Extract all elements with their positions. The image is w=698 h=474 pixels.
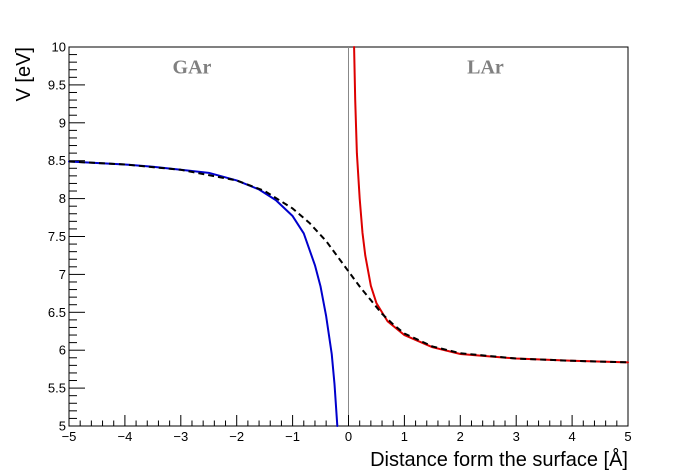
x-tick-label: −5 [62,429,77,444]
y-tick-label: 5.5 [48,381,66,396]
x-tick-label: −4 [117,429,132,444]
x-tick-label: 5 [624,429,631,444]
y-tick-label: 7 [59,267,66,282]
region-label-lar: LAr [467,57,504,79]
x-tick-label: −1 [285,429,300,444]
y-axis-title: V [eV] [13,47,35,101]
x-tick-label: −3 [173,429,188,444]
series-lar-potential [353,46,629,364]
y-tick-label: 9.5 [48,77,66,92]
y-tick-label: 6 [59,343,66,358]
region-label-gar: GAr [173,57,212,79]
x-tick-label: 2 [457,429,464,444]
y-tick-label: 6.5 [48,305,66,320]
x-tick-label: 4 [568,429,575,444]
x-tick-label: −2 [229,429,244,444]
x-tick-label: 0 [345,429,352,444]
y-tick-label: 8 [59,191,66,206]
y-tick-label: 7.5 [48,229,66,244]
series-gar-potential [68,160,339,427]
y-tick-label: 5 [59,419,66,434]
y-tick-label: 10 [52,40,66,55]
series-interpolation [68,160,629,364]
x-axis-title: Distance form the surface [Å] [370,448,628,471]
x-tick-label: 1 [401,429,408,444]
y-tick-label: 8.5 [48,153,66,168]
y-tick-label: 9 [59,115,66,130]
x-tick-label: 3 [513,429,520,444]
